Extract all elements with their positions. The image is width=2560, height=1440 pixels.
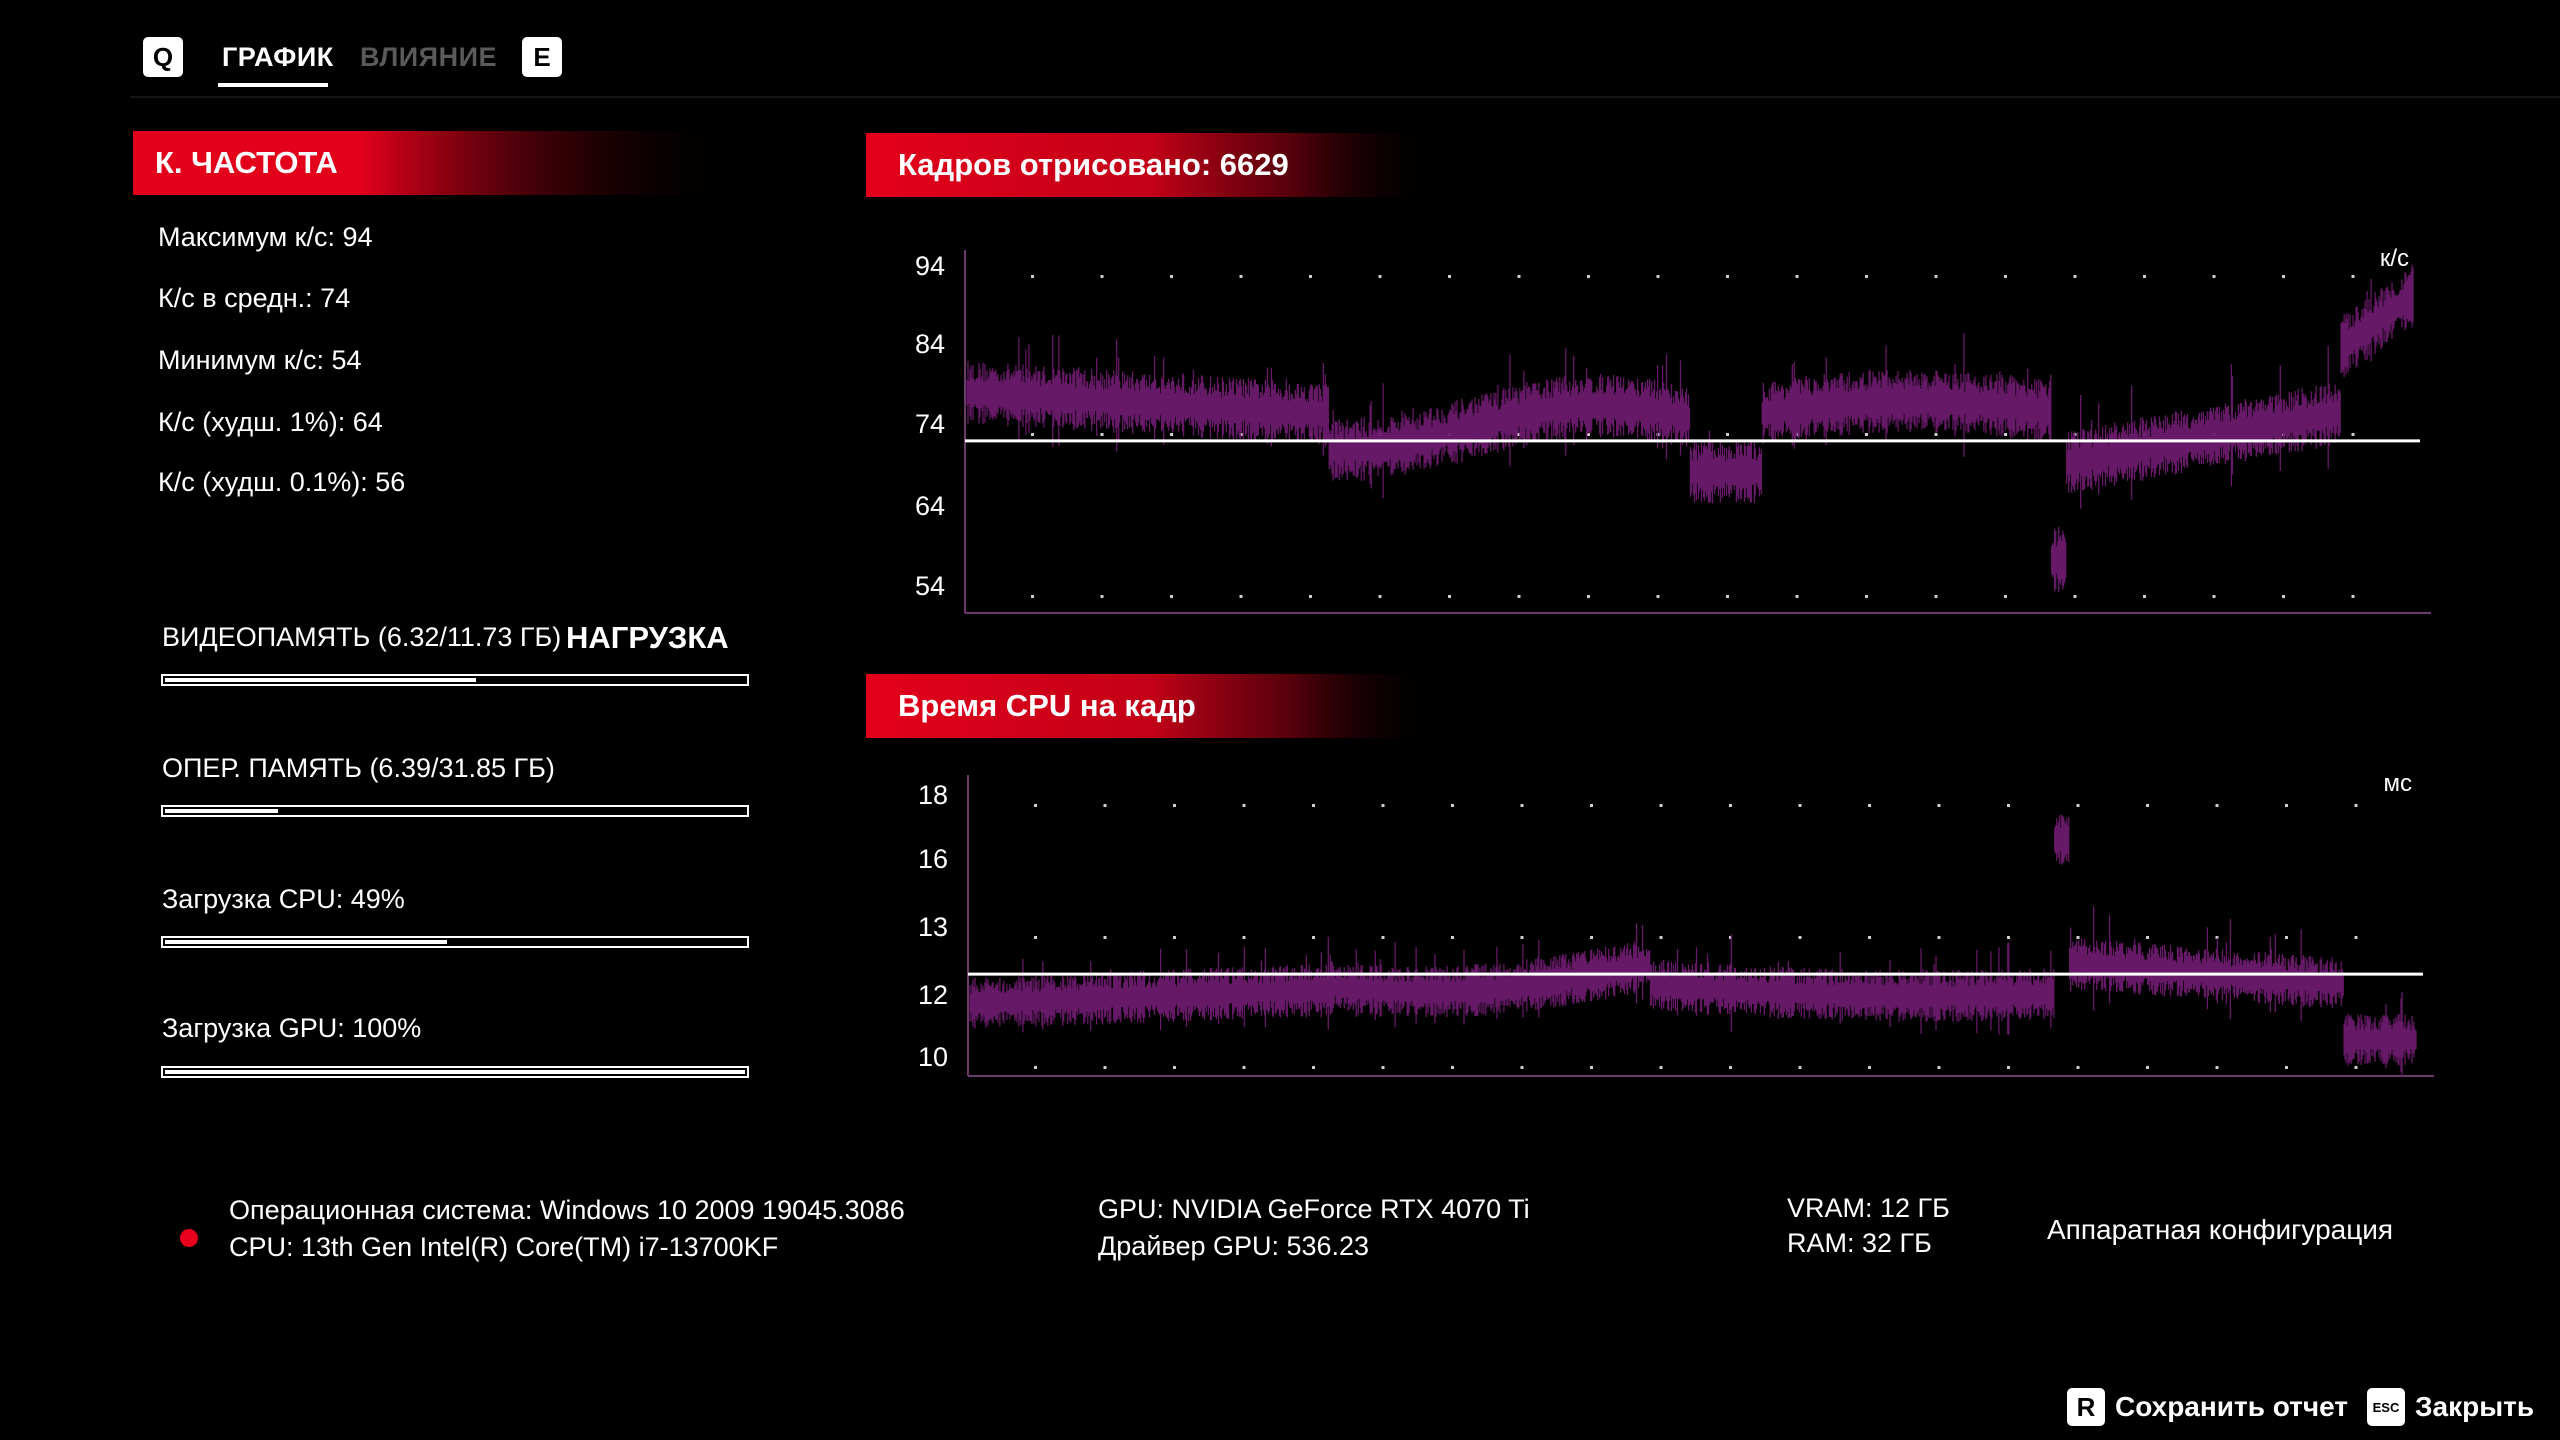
vram-label: ВИДЕОПАМЯТЬ (6.32/11.73 ГБ) (162, 622, 562, 652)
driver-info: Драйвер GPU: 536.23 (1098, 1231, 1370, 1261)
y-tick-label: 10 (918, 1042, 948, 1072)
load-heading: НАГРУЗКА (566, 620, 729, 655)
cpu-time-chart: 18 16 13 12 10 мс (918, 770, 2434, 1077)
save-report-label: Сохранить отчет (2115, 1391, 2348, 1422)
ram-label: ОПЕР. ПАМЯТЬ (6.39/31.85 ГБ) (162, 753, 555, 783)
vram-bar-fill (165, 678, 476, 682)
cpu-load-bar-fill (165, 940, 448, 944)
frames-banner-bg (866, 133, 1436, 197)
ram-bar (161, 805, 749, 817)
gpu-load-bar (161, 1066, 749, 1078)
system-info-memory: VRAM: 12 ГБ RAM: 32 ГБ (1787, 1191, 1950, 1261)
tab-graph[interactable]: ГРАФИК (222, 42, 334, 72)
header-divider (130, 96, 2560, 98)
stat-avg-fps: К/с в средн.: 74 (158, 283, 351, 313)
stat-low01-fps: К/с (худш. 0.1%): 56 (158, 467, 406, 497)
y-tick-label: 94 (915, 251, 945, 281)
cpu-time-banner-bg (866, 674, 1436, 738)
ram-info: RAM: 32 ГБ (1787, 1228, 1932, 1258)
framerate-banner: К. ЧАСТОТА (133, 131, 733, 195)
fps-chart: 94 84 74 64 54 к/с (915, 245, 2431, 614)
y-tick-label: 54 (915, 571, 945, 601)
series-band (966, 264, 2414, 593)
tab-prev-key[interactable]: Q (143, 37, 183, 77)
y-tick-label: 64 (915, 491, 945, 521)
frames-banner: Кадров отрисовано: 6629 (866, 133, 1436, 197)
y-tick-label: 74 (915, 409, 945, 439)
close-label: Закрыть (2415, 1391, 2535, 1422)
tab-next-key[interactable]: E (522, 37, 562, 77)
unit-label: к/с (2380, 245, 2409, 272)
system-info-gpu: GPU: NVIDIA GeForce RTX 4070 Ti Драйвер … (1098, 1191, 1530, 1265)
y-tick-label: 18 (918, 780, 948, 810)
esc-key-icon: ESC (2367, 1388, 2405, 1426)
gpu-load-label: Загрузка GPU: 100% (162, 1013, 422, 1043)
y-tick-label: 84 (915, 329, 945, 359)
status-dot (180, 1229, 198, 1247)
save-report-button[interactable]: R Сохранить отчет (2067, 1388, 2348, 1426)
system-info-os-cpu: Операционная система: Windows 10 2009 19… (229, 1192, 905, 1266)
y-tick-label: 13 (918, 912, 948, 942)
r-key-icon: R (2067, 1388, 2105, 1426)
tab-impact[interactable]: ВЛИЯНИЕ (360, 42, 497, 72)
stat-low1-fps: К/с (худш. 1%): 64 (158, 407, 383, 437)
frames-title: Кадров отрисовано: 6629 (898, 147, 1289, 182)
hardware-config-link[interactable]: Аппаратная конфигурация (2047, 1214, 2394, 1245)
framerate-banner-bg (133, 131, 733, 195)
framerate-title: К. ЧАСТОТА (155, 145, 338, 180)
gpu-load-bar-fill (165, 1070, 745, 1074)
os-info: Операционная система: Windows 10 2009 19… (229, 1195, 905, 1225)
stat-max-fps: Максимум к/с: 94 (158, 222, 373, 252)
cpu-time-title: Время CPU на кадр (898, 688, 1196, 723)
y-tick-label: 12 (918, 980, 948, 1010)
grid-dots (1031, 275, 2355, 598)
vram-info: VRAM: 12 ГБ (1787, 1193, 1950, 1223)
tab-active-underline (218, 83, 328, 87)
close-button[interactable]: ESC Закрыть (2367, 1388, 2534, 1426)
cpu-time-banner: Время CPU на кадр (866, 674, 1436, 738)
ram-bar-fill (165, 809, 279, 813)
gpu-info: GPU: NVIDIA GeForce RTX 4070 Ti (1098, 1194, 1530, 1224)
cpu-info: CPU: 13th Gen Intel(R) Core(TM) i7-13700… (229, 1232, 779, 1262)
grid-dots (1034, 804, 2358, 1069)
cpu-load-bar (161, 936, 749, 948)
stat-min-fps: Минимум к/с: 54 (158, 345, 362, 375)
y-tick-label: 16 (918, 844, 948, 874)
cpu-load-label: Загрузка CPU: 49% (162, 884, 405, 914)
series-band (969, 814, 2417, 1076)
unit-label: мс (2384, 770, 2413, 797)
vram-bar (161, 674, 749, 686)
